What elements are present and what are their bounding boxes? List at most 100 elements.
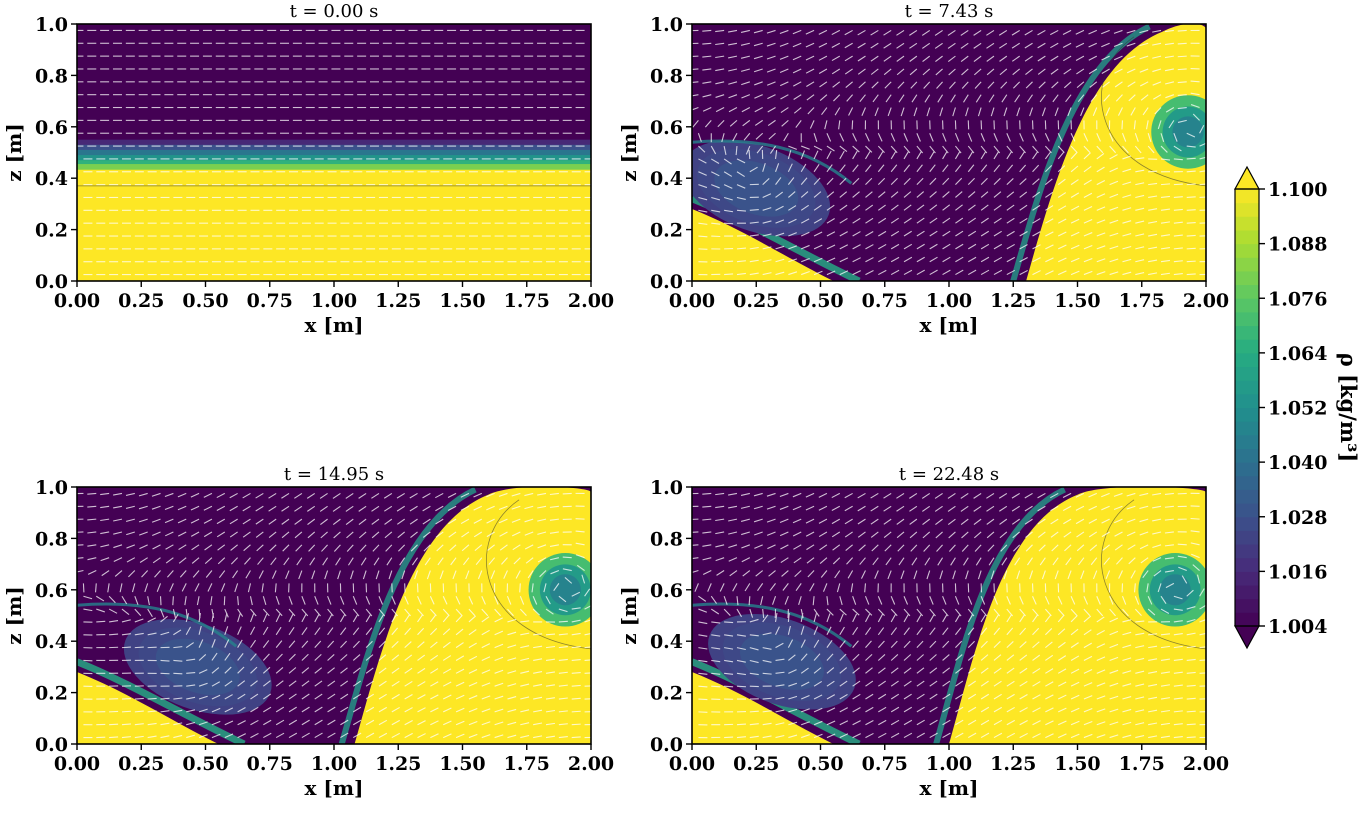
y-tick-label: 1.0	[35, 477, 68, 499]
x-tick-label: 1.50	[1054, 290, 1100, 312]
x-tick-label: 1.25	[990, 290, 1036, 312]
y-tick-label: 1.0	[650, 14, 683, 36]
y-tick-label: 0.0	[35, 271, 68, 293]
y-tick-label: 0.4	[650, 631, 683, 653]
panel-4: 0.00 0.25 0.50 0.75 1.00 1.25 1.50 1.75 2.00 0.0 0…	[617, 464, 1229, 800]
heavy-tongue	[692, 672, 834, 744]
left-vortex	[714, 160, 799, 217]
colorbar-band	[1235, 243, 1259, 258]
colorbar-band	[1235, 257, 1259, 272]
interface-band	[77, 139, 591, 146]
left-vortex	[155, 638, 240, 696]
colorbar-band	[1235, 325, 1259, 340]
x-tick-label: 1.25	[990, 753, 1036, 775]
x-tick-label: 1.25	[375, 753, 421, 775]
colorbar-label: ρ [kg/m³]	[1336, 353, 1361, 462]
x-tick-label: 1.00	[926, 290, 972, 312]
colorbar-band	[1235, 585, 1259, 600]
colorbar-tick-label: 1.064	[1268, 343, 1328, 365]
x-tick-label: 0.25	[733, 290, 779, 312]
x-tick-label: 1.75	[504, 290, 550, 312]
colorbar-band	[1235, 270, 1259, 286]
x-axis-label: x [m]	[305, 776, 364, 800]
density-field	[692, 24, 1206, 281]
heavy-tongue	[692, 209, 834, 281]
panel-title: t = 7.43 s	[905, 1, 994, 22]
heavy-fluid-region	[949, 487, 1206, 744]
x-tick-label: 0.50	[797, 290, 843, 312]
x-tick-label: 0.25	[733, 753, 779, 775]
colorbar-band	[1235, 598, 1259, 613]
front-band	[338, 487, 477, 744]
y-tick-label: 0.0	[35, 734, 68, 756]
colorbar-band	[1235, 448, 1259, 463]
x-tick-label: 0.50	[797, 753, 843, 775]
colorbar-band	[1235, 216, 1259, 231]
x-axis-label: x [m]	[305, 313, 364, 337]
y-tick-label: 0.6	[650, 580, 683, 602]
colorbar-band	[1235, 229, 1259, 245]
x-tick-label: 1.75	[504, 753, 550, 775]
velocity-arrows	[77, 492, 591, 739]
interface-band	[77, 164, 591, 170]
x-tick-label: 1.00	[311, 290, 357, 312]
x-tick-label: 1.00	[311, 753, 357, 775]
colorbar-band	[1235, 421, 1259, 436]
x-tick-label: 0.00	[54, 290, 100, 312]
x-axis-label: x [m]	[920, 776, 979, 800]
x-tick-label: 0.75	[862, 290, 908, 312]
x-tick-label: 1.50	[439, 753, 485, 775]
y-tick-label: 0.8	[650, 528, 683, 550]
x-tick-label: 0.00	[669, 753, 715, 775]
x-tick-label: 0.75	[247, 753, 293, 775]
right-vortex	[1172, 116, 1204, 148]
colorbar-band	[1235, 475, 1259, 490]
x-tick-label: 1.50	[439, 290, 485, 312]
x-tick-label: 0.00	[669, 290, 715, 312]
colorbar-band	[1235, 380, 1259, 395]
colorbar-band	[1235, 434, 1259, 449]
colorbar-band	[1235, 202, 1259, 217]
colorbar-band	[1235, 557, 1259, 572]
panel-title: t = 14.95 s	[284, 464, 384, 485]
y-tick-label: 0.2	[35, 683, 68, 705]
colorbar-band	[1235, 393, 1259, 408]
colorbar-band	[1235, 284, 1259, 299]
colorbar-band	[1235, 339, 1259, 354]
colorbar-band	[1235, 298, 1259, 313]
colorbar-band	[1235, 352, 1259, 368]
y-tick-label: 0.2	[650, 683, 683, 705]
colorbar-tick-label: 1.088	[1268, 234, 1328, 256]
colorbar-tick-label: 1.076	[1268, 288, 1328, 310]
y-tick-label: 0.4	[35, 631, 68, 653]
colorbar-band	[1235, 516, 1259, 531]
velocity-arrows	[692, 29, 1206, 276]
y-tick-label: 0.8	[35, 528, 68, 550]
heavy-fluid-region	[1026, 24, 1206, 281]
x-tick-label: 0.25	[118, 290, 164, 312]
colorbar: 1.100 1.088 1.076 1.064 1.052 1.040 1.028 1.016…	[1233, 165, 1361, 650]
colorbar-band	[1235, 530, 1259, 545]
y-axis-label: z [m]	[617, 586, 641, 644]
y-tick-label: 0.6	[35, 580, 68, 602]
x-axis-label: x [m]	[920, 313, 979, 337]
density-field	[77, 24, 591, 281]
velocity-arrows	[692, 492, 1206, 739]
colorbar-band	[1235, 571, 1259, 586]
front-band	[1010, 24, 1151, 281]
colorbar-extend-top	[1233, 165, 1261, 190]
colorbar-band	[1235, 407, 1259, 422]
x-tick-label: 1.25	[375, 290, 421, 312]
y-tick-label: 0.0	[650, 734, 683, 756]
colorbar-band	[1235, 612, 1259, 627]
left-vortex	[739, 633, 824, 690]
colorbar-tick-label: 1.004	[1268, 616, 1328, 638]
x-tick-label: 0.75	[247, 290, 293, 312]
colorbar-tick-label: 1.052	[1268, 398, 1328, 420]
y-axis-label: z [m]	[2, 123, 26, 181]
colorbar-tick-label: 1.100	[1268, 179, 1328, 201]
y-tick-label: 0.6	[35, 117, 68, 139]
y-tick-label: 1.0	[650, 477, 683, 499]
colorbar-band	[1235, 489, 1259, 504]
